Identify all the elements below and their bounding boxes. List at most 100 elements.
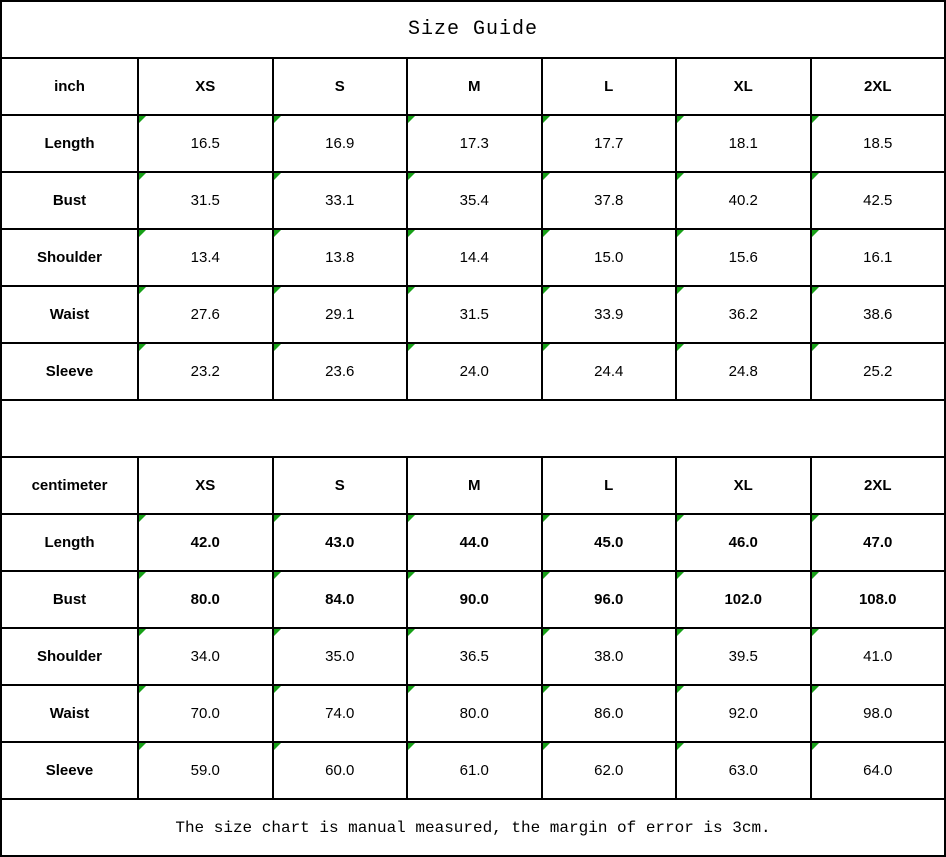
value-text: 31.5	[459, 306, 489, 323]
measurement-label: Waist	[0, 285, 139, 344]
green-corner-marker-icon	[543, 288, 550, 294]
measurement-value-cell: 13.8	[271, 228, 408, 287]
green-corner-marker-icon	[812, 573, 819, 579]
green-corner-marker-icon	[543, 345, 550, 351]
value-text: 18.1	[728, 135, 758, 152]
green-corner-marker-icon	[408, 630, 415, 636]
green-corner-marker-icon	[812, 687, 819, 693]
green-corner-marker-icon	[274, 345, 281, 351]
green-corner-marker-icon	[139, 630, 146, 636]
measurement-value-cell: 18.5	[809, 114, 946, 173]
measurement-label: Sleeve	[0, 741, 139, 800]
green-corner-marker-icon	[812, 630, 819, 636]
measurement-row: Sleeve 59.0 60.0 61.0 62.0 63.0 64.0	[0, 741, 946, 800]
measurement-row: Sleeve 23.2 23.6 24.0 24.4 24.8 25.2	[0, 342, 946, 401]
measurement-value-cell: 33.1	[271, 171, 408, 230]
value-text: 34.0	[190, 648, 220, 665]
value-text: 33.1	[325, 192, 355, 209]
unit-label: centimeter	[0, 456, 139, 515]
value-text: 39.5	[728, 648, 758, 665]
value-text: 36.5	[459, 648, 489, 665]
value-text: 47.0	[863, 534, 893, 551]
value-text: 37.8	[594, 192, 624, 209]
green-corner-marker-icon	[677, 573, 684, 579]
green-corner-marker-icon	[274, 174, 281, 180]
size-column-header: M	[406, 57, 543, 116]
green-corner-marker-icon	[543, 174, 550, 180]
green-corner-marker-icon	[274, 231, 281, 237]
size-column-header: XS	[137, 456, 274, 515]
green-corner-marker-icon	[274, 744, 281, 750]
measurement-value-cell: 14.4	[406, 228, 543, 287]
measurement-label: Bust	[0, 171, 139, 230]
measurement-value-cell: 24.8	[675, 342, 812, 401]
value-text: 35.4	[459, 192, 489, 209]
measurement-value-cell: 59.0	[137, 741, 274, 800]
value-text: 84.0	[325, 591, 355, 608]
size-column-header: S	[271, 57, 408, 116]
value-text: 38.0	[594, 648, 624, 665]
value-text: 74.0	[325, 705, 355, 722]
value-text: 64.0	[863, 762, 893, 779]
green-corner-marker-icon	[408, 231, 415, 237]
measurement-value-cell: 35.0	[271, 627, 408, 686]
measurement-value-cell: 43.0	[271, 513, 408, 572]
size-column-header: M	[406, 456, 543, 515]
value-text: 108.0	[858, 591, 897, 608]
value-text: 44.0	[459, 534, 489, 551]
measurement-row: Waist 27.6 29.1 31.5 33.9 36.2 38.6	[0, 285, 946, 344]
measurement-value-cell: 40.2	[675, 171, 812, 230]
measurement-value-cell: 37.8	[540, 171, 677, 230]
green-corner-marker-icon	[274, 288, 281, 294]
green-corner-marker-icon	[139, 573, 146, 579]
spacer-row	[0, 399, 946, 458]
value-text: 42.0	[190, 534, 220, 551]
measurement-value-cell: 38.6	[809, 285, 946, 344]
measurement-value-cell: 74.0	[271, 684, 408, 743]
measurement-value-cell: 44.0	[406, 513, 543, 572]
measurement-row: Waist 70.0 74.0 80.0 86.0 92.0 98.0	[0, 684, 946, 743]
green-corner-marker-icon	[543, 573, 550, 579]
green-corner-marker-icon	[408, 345, 415, 351]
green-corner-marker-icon	[274, 687, 281, 693]
value-text: 15.0	[594, 249, 624, 266]
green-corner-marker-icon	[139, 231, 146, 237]
measurement-value-cell: 86.0	[540, 684, 677, 743]
green-corner-marker-icon	[408, 744, 415, 750]
value-text: 86.0	[594, 705, 624, 722]
green-corner-marker-icon	[812, 345, 819, 351]
measurement-value-cell: 45.0	[540, 513, 677, 572]
value-text: 23.6	[325, 363, 355, 380]
green-corner-marker-icon	[812, 231, 819, 237]
measurement-value-cell: 36.5	[406, 627, 543, 686]
measurement-value-cell: 13.4	[137, 228, 274, 287]
measurement-value-cell: 102.0	[675, 570, 812, 629]
measurement-value-cell: 24.4	[540, 342, 677, 401]
measurement-value-cell: 17.3	[406, 114, 543, 173]
measurement-value-cell: 23.2	[137, 342, 274, 401]
measurement-value-cell: 15.0	[540, 228, 677, 287]
green-corner-marker-icon	[812, 744, 819, 750]
measurement-value-cell: 39.5	[675, 627, 812, 686]
value-text: 31.5	[190, 192, 220, 209]
value-text: 16.5	[190, 135, 220, 152]
measurement-value-cell: 17.7	[540, 114, 677, 173]
green-corner-marker-icon	[543, 231, 550, 237]
value-text: 61.0	[459, 762, 489, 779]
measurement-value-cell: 16.1	[809, 228, 946, 287]
measurement-value-cell: 90.0	[406, 570, 543, 629]
measurement-value-cell: 62.0	[540, 741, 677, 800]
green-corner-marker-icon	[677, 630, 684, 636]
green-corner-marker-icon	[139, 687, 146, 693]
measurement-label: Bust	[0, 570, 139, 629]
value-text: 60.0	[325, 762, 355, 779]
green-corner-marker-icon	[408, 174, 415, 180]
measurement-value-cell: 64.0	[809, 741, 946, 800]
measurement-value-cell: 15.6	[675, 228, 812, 287]
green-corner-marker-icon	[543, 744, 550, 750]
measurement-value-cell: 84.0	[271, 570, 408, 629]
measurement-value-cell: 23.6	[271, 342, 408, 401]
value-text: 25.2	[863, 363, 893, 380]
size-column-header: XS	[137, 57, 274, 116]
value-text: 45.0	[594, 534, 624, 551]
